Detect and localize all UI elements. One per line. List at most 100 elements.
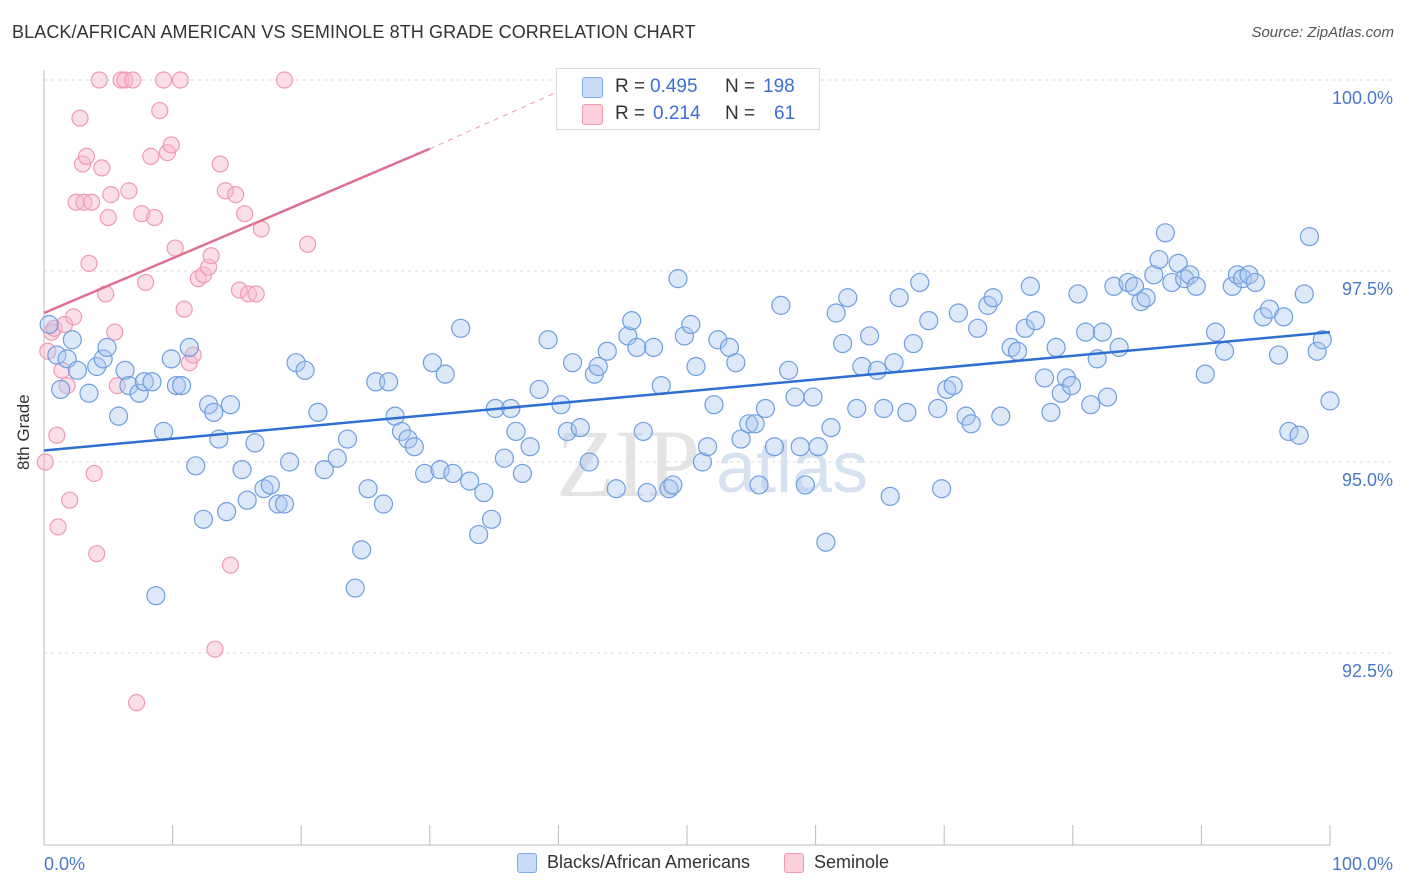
- y-tick-label: 97.5%: [1342, 279, 1393, 299]
- black-trend-line: [43, 330, 1331, 452]
- black-point: [204, 402, 224, 422]
- black-point: [435, 364, 455, 384]
- black-point: [1155, 223, 1175, 243]
- seminole-point: [99, 208, 117, 227]
- black-point: [919, 311, 939, 331]
- black-point: [51, 379, 71, 400]
- source-label: Source: ZipAtlas.com: [1251, 24, 1394, 41]
- black-point: [520, 437, 540, 457]
- black-point: [928, 398, 948, 419]
- stats-r-value: 0.495: [650, 76, 698, 97]
- black-point: [961, 414, 981, 434]
- black-point: [943, 376, 963, 396]
- black-point: [1268, 345, 1289, 365]
- black-point: [1068, 284, 1088, 304]
- black-point: [1144, 265, 1164, 285]
- x-tick-label-min: 0.0%: [44, 854, 85, 874]
- black-point: [785, 387, 805, 407]
- seminole-point: [247, 285, 265, 303]
- legend-swatch-black: [516, 852, 537, 873]
- black-point: [1299, 227, 1320, 247]
- black-point: [161, 349, 181, 369]
- black-point: [193, 509, 214, 529]
- black-point: [1162, 272, 1182, 293]
- black-point: [637, 482, 657, 503]
- black-point: [1205, 322, 1226, 342]
- watermark-atlas: atlas: [716, 428, 868, 508]
- axes: [43, 70, 1331, 846]
- gridlines: [44, 79, 1392, 654]
- black-point: [731, 429, 751, 449]
- seminole-point: [236, 205, 254, 223]
- black-point: [39, 314, 59, 335]
- black-point: [1034, 368, 1055, 388]
- black-point: [1015, 318, 1035, 338]
- black-point: [87, 356, 107, 377]
- black-point: [749, 475, 769, 495]
- black-point: [391, 421, 412, 442]
- chart-title: BLACK/AFRICAN AMERICAN VS SEMINOLE 8TH G…: [12, 22, 696, 42]
- black-point: [1041, 402, 1061, 422]
- legend-swatch-seminole: [784, 852, 805, 873]
- seminole-point: [58, 377, 76, 395]
- seminole-point: [102, 186, 120, 204]
- black-point: [506, 421, 526, 442]
- black-point: [968, 318, 988, 338]
- black-point: [62, 330, 82, 350]
- black-point: [474, 482, 494, 503]
- black-point: [880, 486, 900, 506]
- black-point: [460, 471, 480, 491]
- black-point: [1136, 288, 1156, 308]
- black-point: [308, 402, 328, 422]
- black-point: [1222, 276, 1242, 296]
- black-point: [220, 395, 241, 415]
- seminole-point: [127, 694, 146, 712]
- black-point: [1312, 330, 1332, 350]
- black-point: [352, 540, 372, 560]
- black-point: [430, 460, 450, 480]
- seminole-point: [88, 545, 106, 563]
- black-point: [268, 494, 288, 514]
- black-point: [67, 360, 88, 380]
- seminole-point: [145, 208, 164, 227]
- black-point: [1245, 272, 1266, 293]
- black-point: [983, 288, 1003, 308]
- black-point: [795, 475, 815, 495]
- seminole-point: [299, 235, 317, 253]
- black-point: [726, 353, 746, 373]
- black-point: [821, 418, 841, 438]
- seminole-point: [216, 182, 234, 200]
- black-point: [529, 379, 549, 400]
- black-point: [119, 376, 139, 396]
- stats-n-value: 198: [763, 76, 795, 97]
- stats-row-black: R = 0.495 N = 198: [557, 73, 819, 101]
- seminole-point: [221, 556, 240, 574]
- black-point: [1175, 269, 1195, 289]
- stats-swatch-seminole: [582, 104, 603, 125]
- black-point: [847, 398, 867, 419]
- black-point: [697, 437, 718, 457]
- black-point: [93, 349, 113, 369]
- black-point: [538, 330, 558, 350]
- seminole-point: [151, 101, 169, 120]
- seminole-point: [80, 254, 98, 272]
- black-point: [686, 356, 706, 377]
- black-point: [1253, 307, 1273, 327]
- seminole-points: [36, 71, 317, 712]
- black-point: [991, 406, 1011, 426]
- black-point: [1227, 265, 1248, 285]
- black-point: [79, 383, 99, 403]
- black-point: [659, 479, 679, 499]
- legend-label-seminole: Seminole: [814, 852, 890, 872]
- seminole-point: [90, 71, 108, 89]
- seminole-point: [136, 273, 155, 292]
- series-legend: Blacks/African Americans Seminole: [0, 852, 1406, 873]
- seminole-trend-line: [43, 147, 431, 315]
- black-point: [708, 330, 728, 350]
- seminole-point: [230, 281, 249, 299]
- black-point: [867, 360, 887, 380]
- black-point: [166, 376, 187, 396]
- black-point: [134, 372, 154, 392]
- seminole-point: [175, 300, 193, 318]
- seminole-point: [227, 186, 245, 204]
